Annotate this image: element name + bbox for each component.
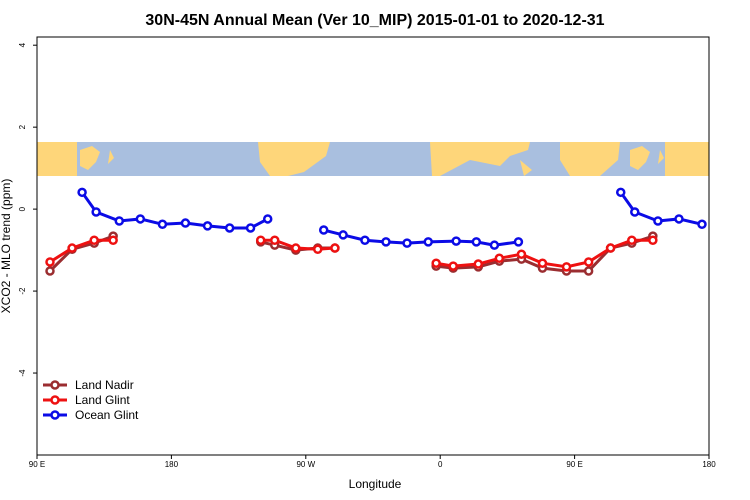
data-point [431,258,441,268]
data-point [516,249,527,259]
data-point [312,244,323,255]
data-point [402,238,412,248]
y-tick-label: 0 [18,206,27,211]
data-point [627,235,637,246]
plot-frame [36,36,710,456]
data-point [291,243,301,253]
data-point [135,214,146,224]
data-point [471,237,482,247]
series-line [80,191,703,247]
x-tick-label: 90 W [296,460,315,469]
data-point [255,235,266,246]
data-point [245,223,256,233]
y-tick-label: 4 [18,42,27,47]
data-point [448,261,458,271]
data-point [561,262,572,272]
data-point [360,235,370,246]
data-point [157,219,168,230]
data-point [77,187,87,198]
data-point [630,207,640,217]
data-point [45,266,55,276]
data-point [674,214,684,224]
data-point [330,243,340,253]
data-point [108,235,118,246]
data-point [583,266,594,276]
x-tick-label: 180 [702,460,716,469]
data-point [494,253,505,264]
x-tick-label: 180 [165,460,179,469]
y-axis-title: XCO2 - MLO trend (ppm) [0,179,13,314]
x-axis-title: Longitude [349,477,402,491]
data-point [605,243,616,253]
data-point [451,236,461,246]
data-point [91,207,101,217]
data-point [473,259,484,269]
y-tick-label: -2 [18,287,27,295]
data-point [114,216,125,226]
y-tick-label: 2 [18,124,27,129]
data-point [489,240,500,250]
legend-label: Ocean Glint [75,408,139,422]
data-point [67,243,77,253]
data-point [583,257,594,267]
data-point [318,225,329,235]
data-point [423,237,434,247]
data-point [653,216,663,226]
chart-title: 30N-45N Annual Mean (Ver 10_MIP) 2015-01… [145,12,604,29]
data-point [202,221,213,231]
x-tick-label: 90 E [566,460,582,469]
legend-marker [50,395,60,405]
data-point [697,219,707,230]
y-tick-label: -4 [18,369,27,377]
data-point [615,187,626,198]
legend-label: Land Nadir [75,378,134,392]
data-point [381,237,391,247]
x-tick-label: 90 E [29,460,45,469]
data-point [224,223,235,233]
data-point [89,235,99,246]
data-point [45,257,55,267]
data-point [537,258,548,268]
data-point [648,235,658,246]
data-point [513,237,524,247]
data-point [269,235,280,246]
series-line [49,238,653,269]
data-point [338,230,348,240]
map-band [37,142,709,176]
data-point [262,214,273,224]
data-point [180,218,191,228]
legend-marker [50,380,60,390]
legend-marker [50,410,60,420]
x-tick-label: 0 [438,460,443,469]
legend-label: Land Glint [75,393,130,407]
